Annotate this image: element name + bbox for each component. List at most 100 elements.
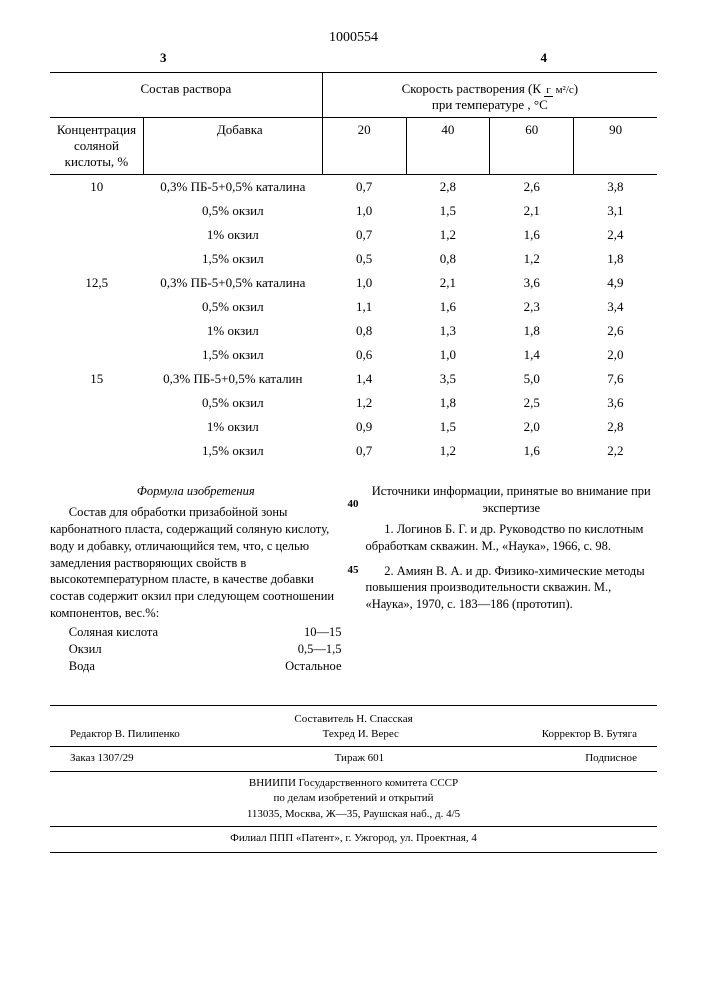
cell-value: 3,6	[490, 271, 574, 295]
table-row: 1% окзил0,81,31,82,6	[50, 319, 657, 343]
cell-additive: 1,5% окзил	[143, 247, 322, 271]
cell-value: 3,4	[574, 295, 657, 319]
imprint-editor: Редактор В. Пилипенко	[70, 727, 180, 742]
cell-value: 2,6	[490, 175, 574, 200]
cell-value: 1,6	[406, 295, 490, 319]
temp-0: 20	[322, 118, 406, 175]
cell-additive: 1,5% окзил	[143, 439, 322, 463]
doc-number: 1000554	[50, 30, 657, 46]
comp-name: Соляная кислота	[69, 624, 158, 641]
cell-additive: 1,5% окзил	[143, 343, 322, 367]
imprint-block: Составитель Н. Спасская Редактор В. Пили…	[50, 705, 657, 854]
cell-value: 2,1	[406, 271, 490, 295]
unit-bot: м²/с	[556, 84, 574, 96]
imprint-org: ВНИИПИ Государственного комитета СССР	[50, 776, 657, 791]
formula-para: Состав для обработки призабойной зоны ка…	[50, 504, 342, 622]
cell-value: 4,9	[574, 271, 657, 295]
page-markers: 3 4	[50, 50, 657, 66]
cell-value: 1,6	[490, 223, 574, 247]
comp-name: Окзил	[69, 641, 102, 658]
cell-value: 2,3	[490, 295, 574, 319]
page-right: 4	[541, 50, 548, 66]
cell-additive: 0,3% ПБ-5+0,5% каталина	[143, 271, 322, 295]
table-row: 1% окзил0,71,21,62,4	[50, 223, 657, 247]
table-row: 1,5% окзил0,71,21,62,2	[50, 439, 657, 463]
cell-conc	[50, 391, 143, 415]
cell-value: 1,1	[322, 295, 406, 319]
cell-value: 1,4	[490, 343, 574, 367]
cell-conc: 12,5	[50, 271, 143, 295]
cell-value: 1,8	[406, 391, 490, 415]
text-columns: Формула изобретения Состав для обработки…	[50, 483, 657, 675]
table-row: 100,3% ПБ-5+0,5% каталина0,72,82,63,8	[50, 175, 657, 200]
cell-value: 0,7	[322, 175, 406, 200]
cell-conc	[50, 319, 143, 343]
cell-conc	[50, 295, 143, 319]
cell-additive: 1% окзил	[143, 223, 322, 247]
cell-conc	[50, 415, 143, 439]
cell-value: 3,8	[574, 175, 657, 200]
cell-additive: 0,3% ПБ-5+0,5% каталина	[143, 175, 322, 200]
table-row: 0,5% окзил1,21,82,53,6	[50, 391, 657, 415]
composition-list: Соляная кислота 10—15 Окзил 0,5—1,5ВодаОста…	[50, 624, 342, 675]
temp-1: 40	[406, 118, 490, 175]
imprint-row-roles: Редактор В. Пилипенко Техред И. Верес Ко…	[50, 727, 657, 742]
imprint-order: Заказ 1307/29	[70, 751, 134, 766]
cell-value: 0,8	[406, 247, 490, 271]
unit-fraction: г м²/с	[544, 85, 573, 96]
cell-value: 1,5	[406, 415, 490, 439]
table-row: 1,5% окзил0,61,01,42,0	[50, 343, 657, 367]
cell-value: 1,3	[406, 319, 490, 343]
comp-value: 0,5—1,5	[298, 641, 342, 658]
comp-value: 10—15	[304, 624, 342, 641]
cell-value: 5,0	[490, 367, 574, 391]
imprint-compiler: Составитель Н. Спасская	[50, 712, 657, 727]
cell-value: 1,4	[322, 367, 406, 391]
cell-value: 1,0	[406, 343, 490, 367]
imprint-org2: по делам изобретений и открытий	[50, 791, 657, 806]
cell-value: 0,7	[322, 439, 406, 463]
cell-conc	[50, 343, 143, 367]
cell-value: 1,2	[490, 247, 574, 271]
unit-top: г	[544, 84, 553, 97]
cell-value: 3,1	[574, 199, 657, 223]
ref-1: 1. Логинов Б. Г. и др. Руководство по ки…	[366, 521, 658, 555]
formula-text: Состав для обработки призабойной зоны ка…	[50, 505, 334, 620]
cell-additive: 0,5% окзил	[143, 199, 322, 223]
table-row: 150,3% ПБ-5+0,5% каталин1,43,55,07,6	[50, 367, 657, 391]
ref-2: 2. Амиян В. А. и др. Физико-химические м…	[366, 563, 658, 614]
cell-value: 2,2	[574, 439, 657, 463]
cell-conc	[50, 247, 143, 271]
col-conc: Концентрация соляной кислоты, %	[50, 118, 143, 175]
cell-value: 1,2	[406, 223, 490, 247]
table-row: 0,5% окзил1,01,52,13,1	[50, 199, 657, 223]
imprint-tirazh: Тираж 601	[335, 751, 385, 766]
hdr-left: Состав раствора	[50, 73, 322, 118]
cell-value: 0,6	[322, 343, 406, 367]
cell-value: 1,2	[406, 439, 490, 463]
imprint-tech: Техред И. Верес	[323, 727, 399, 742]
hdr-r2: при температуре , °С	[432, 97, 548, 112]
cell-value: 7,6	[574, 367, 657, 391]
table-row: 12,50,3% ПБ-5+0,5% каталина1,02,13,64,9	[50, 271, 657, 295]
cell-value: 2,8	[406, 175, 490, 200]
comp-value: Остальное	[285, 658, 341, 675]
cell-conc	[50, 439, 143, 463]
page-left: 3	[160, 50, 167, 66]
cell-value: 1,6	[490, 439, 574, 463]
table-row: 1,5% окзил0,50,81,21,8	[50, 247, 657, 271]
sources-title: Источники информации, принятые во вниман…	[366, 483, 658, 517]
cell-value: 2,1	[490, 199, 574, 223]
composition-row: ВодаОстальное	[50, 658, 342, 675]
cell-value: 0,8	[322, 319, 406, 343]
imprint-sub: Подписное	[585, 751, 637, 766]
hdr-r1b: )	[574, 81, 578, 96]
temp-2: 60	[490, 118, 574, 175]
cell-conc	[50, 199, 143, 223]
hdr-r1a: Скорость растворения (К	[402, 81, 541, 96]
margin-40: 40	[348, 497, 359, 512]
cell-value: 1,8	[490, 319, 574, 343]
cell-value: 1,0	[322, 271, 406, 295]
cell-value: 0,7	[322, 223, 406, 247]
cell-value: 0,5	[322, 247, 406, 271]
